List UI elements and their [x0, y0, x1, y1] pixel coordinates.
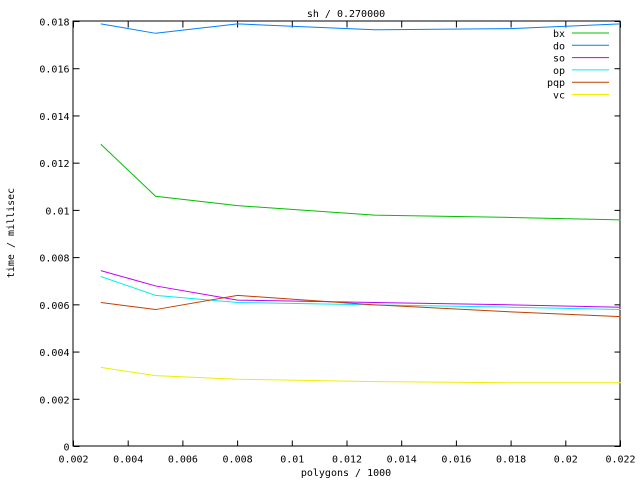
x-tick-label: 0.01	[280, 455, 304, 466]
plot-frame	[72, 20, 621, 447]
x-axis-label: polygons / 1000	[301, 468, 391, 479]
y-tick-label: 0.016	[39, 65, 69, 76]
x-tick-label: 0.016	[441, 455, 471, 466]
series-line-pqp	[100, 294, 621, 318]
y-tick-label: 0.008	[39, 254, 69, 265]
legend-label-bx: bx	[553, 29, 565, 40]
y-tick-label: 0.014	[39, 112, 69, 123]
series-line-so	[100, 270, 621, 308]
y-tick-label: 0.01	[45, 206, 69, 217]
y-tick-label: 0.012	[39, 159, 69, 170]
legend-label-so: so	[553, 54, 565, 65]
x-tick-label: 0.012	[332, 455, 362, 466]
x-tick-label: 0.002	[58, 455, 88, 466]
x-tick-label: 0.004	[113, 455, 143, 466]
legend-label-do: do	[553, 41, 565, 52]
chart-title: sh / 0.270000	[307, 9, 385, 20]
series-line-do	[100, 23, 621, 34]
legend-label-op: op	[553, 66, 565, 77]
y-axis-label: time / millisec	[6, 188, 17, 278]
y-tick-label: 0.006	[39, 301, 69, 312]
legend-label-pqp: pqp	[547, 78, 565, 89]
series-line-op	[100, 276, 621, 311]
y-tick-label: 0.018	[39, 18, 69, 29]
x-tick-label: 0.022	[605, 455, 635, 466]
y-tick-label: 0.002	[39, 395, 69, 406]
x-tick-label: 0.006	[168, 455, 198, 466]
y-tick-label: 0	[63, 443, 69, 454]
x-tick-label: 0.02	[554, 455, 578, 466]
x-tick-label: 0.018	[496, 455, 526, 466]
x-tick-label: 0.008	[223, 455, 253, 466]
legend-label-vc: vc	[553, 91, 565, 102]
x-tick-label: 0.014	[387, 455, 417, 466]
series-line-bx	[100, 143, 621, 221]
y-tick-label: 0.004	[39, 348, 69, 359]
series-line-vc	[100, 366, 621, 384]
